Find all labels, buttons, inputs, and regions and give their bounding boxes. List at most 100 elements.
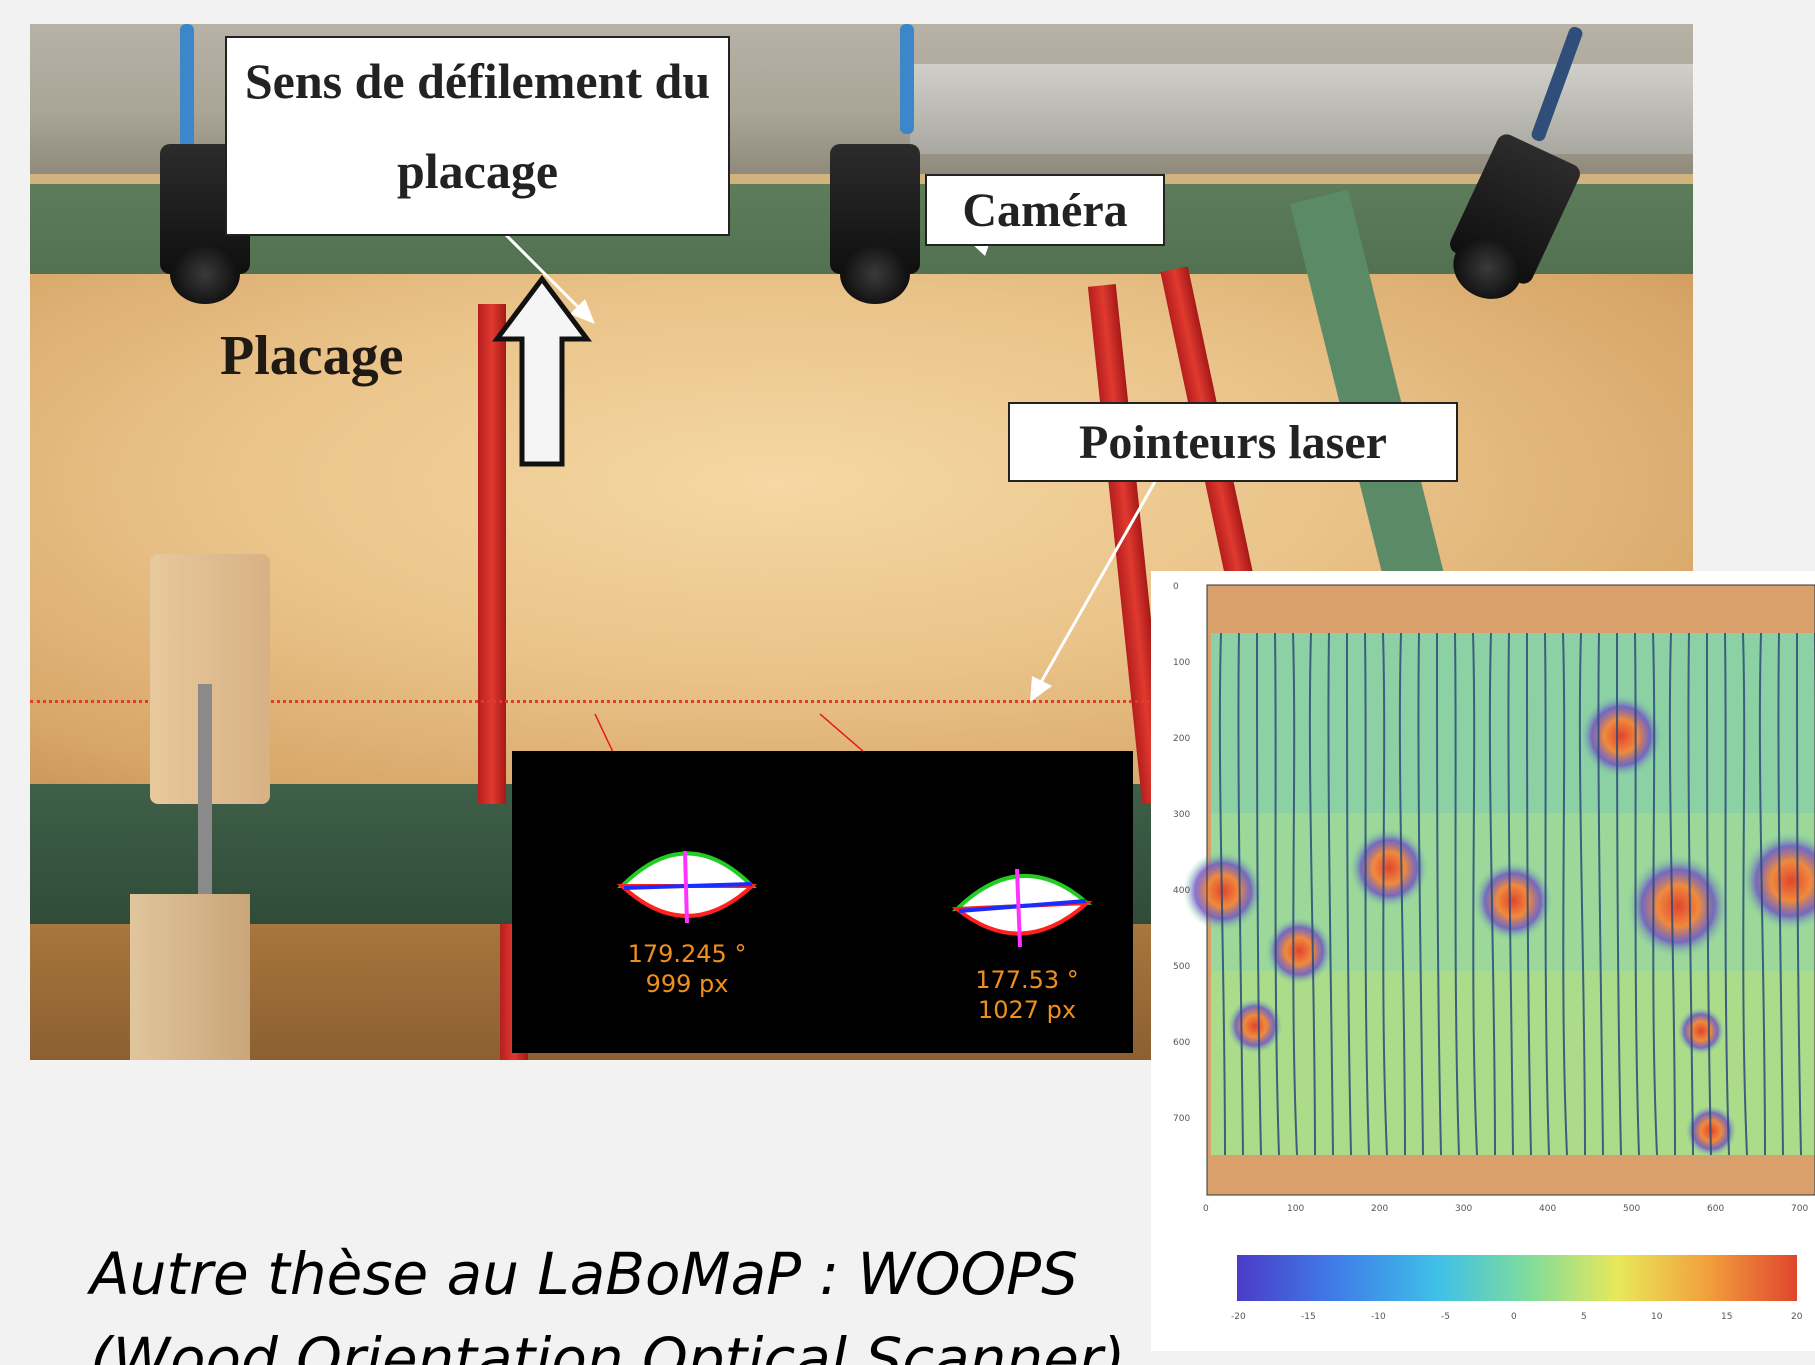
measure-right-angle: 177.53 ° [975, 966, 1079, 994]
knot-spot [1579, 694, 1663, 778]
colorbar-tick-label: 5 [1581, 1312, 1587, 1322]
caption-line1: Autre thèse au LaBoMaP : WOOPS [90, 1240, 1078, 1308]
streamline [1274, 632, 1280, 1156]
label-camera: Caméra [925, 174, 1165, 246]
colorbar-tick-label: 15 [1721, 1312, 1732, 1322]
knot-spot [1265, 917, 1333, 985]
streamline [1488, 632, 1496, 1156]
measure-left-angle: 179.245 ° [627, 940, 747, 968]
pointer-head [570, 299, 595, 324]
streamline [1436, 632, 1442, 1156]
streamline [1292, 632, 1298, 1156]
streamline [1364, 632, 1370, 1156]
pointer-line [1038, 463, 1167, 685]
y-tick-label: 100 [1173, 658, 1190, 668]
measure-right-px: 1027 px [977, 996, 1077, 1024]
cable [900, 24, 914, 134]
y-tick-label: 500 [1173, 962, 1190, 972]
knot-spot [1349, 828, 1429, 908]
streamline [1668, 632, 1676, 1156]
y-tick-label: 200 [1173, 734, 1190, 744]
fiber-streamlines [1218, 632, 1815, 1156]
streamline [1687, 632, 1694, 1156]
cable [180, 24, 194, 154]
colorbar-tick-label: 0 [1511, 1312, 1517, 1322]
streamline [1652, 632, 1658, 1156]
streamline [1796, 632, 1802, 1156]
spot-right-minor-axis [1015, 868, 1022, 948]
axes-frame [1206, 584, 1815, 1196]
colorbar-ticks: -20 -15 -10 -5 0 5 10 15 20 [1231, 1312, 1803, 1322]
knot-spot [1473, 861, 1553, 941]
caption-line2: (Wood Orientation Optical Scanner) [90, 1325, 1126, 1365]
colorbar-tick-label: 20 [1791, 1312, 1803, 1322]
colorbar-tick-label: -5 [1441, 1312, 1450, 1322]
orientation-band [1211, 633, 1815, 813]
label-scroll-direction-line2: placage [396, 143, 559, 199]
streamline [1742, 632, 1748, 1156]
streamline [1706, 632, 1712, 1156]
direction-arrow-icon [492, 274, 592, 467]
fiber-orientation-map: 0 100 200 300 400 500 600 700 0 100 200 300 400 500 6… [1151, 571, 1815, 1351]
lens-icon [840, 244, 910, 304]
colorbar-tick-label: -10 [1371, 1312, 1386, 1322]
label-scroll-direction: Sens de défilement du placage [225, 36, 730, 236]
colorbar-tick-label: -15 [1301, 1312, 1316, 1322]
streamline [1472, 632, 1478, 1156]
x-tick-label: 300 [1455, 1204, 1472, 1214]
y-tick-label: 300 [1173, 810, 1190, 820]
machine-photo: Sens de défilement du placage Caméra Poi… [30, 24, 1693, 1060]
streamline [1417, 632, 1424, 1156]
streamline [1327, 632, 1334, 1156]
knot-spot [1677, 1007, 1725, 1055]
pointer-line [503, 232, 587, 316]
colorbar-tick-label: 10 [1651, 1312, 1663, 1322]
streamline [1777, 632, 1784, 1156]
knot-spot [1741, 831, 1815, 931]
camera-center [830, 144, 920, 304]
spot-right-major-axis [958, 899, 1087, 913]
pointer-head [1030, 676, 1052, 702]
x-tick-label: 0 [1203, 1204, 1209, 1214]
wooden-block [130, 894, 250, 1060]
streamline [1398, 632, 1406, 1156]
knot-spot [1626, 854, 1730, 958]
x-tick-label: 500 [1623, 1204, 1640, 1214]
label-veneer: Placage [220, 325, 404, 387]
x-tick-label: 700 [1791, 1204, 1808, 1214]
streamline [1634, 632, 1640, 1156]
y-tick-label: 600 [1173, 1038, 1190, 1048]
streamline [1308, 632, 1316, 1156]
streamline [1616, 632, 1622, 1156]
label-scroll-direction-line1: Sens de défilement du [244, 53, 711, 109]
x-tick-label: 200 [1371, 1204, 1388, 1214]
lens-icon [170, 244, 240, 304]
y-tick-label: 400 [1173, 886, 1190, 896]
metal-rod [198, 684, 212, 924]
knot-spot [1183, 851, 1263, 931]
streamline [1218, 632, 1226, 1156]
streamline [1526, 632, 1532, 1156]
measure-left-px: 999 px [645, 970, 729, 998]
streamline [1237, 632, 1244, 1156]
streamline [1382, 632, 1388, 1156]
y-tick-label: 700 [1173, 1114, 1190, 1124]
x-tick-label: 600 [1707, 1204, 1724, 1214]
streamline [1724, 632, 1730, 1156]
spot-right-bottom [951, 900, 1093, 936]
streamline [1346, 632, 1352, 1156]
spot-left-minor-axis [683, 850, 689, 924]
measure-left: 179.245 ° 999 px [612, 939, 762, 999]
label-laser-pointers: Pointeurs laser [1008, 402, 1458, 482]
colorbar [1237, 1255, 1797, 1301]
x-tick-label: 100 [1287, 1204, 1304, 1214]
streamline [1256, 632, 1262, 1156]
laser-spot-shapes [616, 850, 1093, 948]
streamline [1758, 632, 1766, 1156]
y-axis-ticks: 0 100 200 300 400 500 600 700 [1173, 582, 1190, 1124]
streamline [1544, 632, 1550, 1156]
measure-right: 177.53 ° 1027 px [952, 965, 1102, 1025]
y-tick-label: 0 [1173, 582, 1179, 592]
spot-right-top [951, 873, 1093, 912]
x-axis-ticks: 0 100 200 300 400 500 600 700 [1203, 1204, 1808, 1214]
